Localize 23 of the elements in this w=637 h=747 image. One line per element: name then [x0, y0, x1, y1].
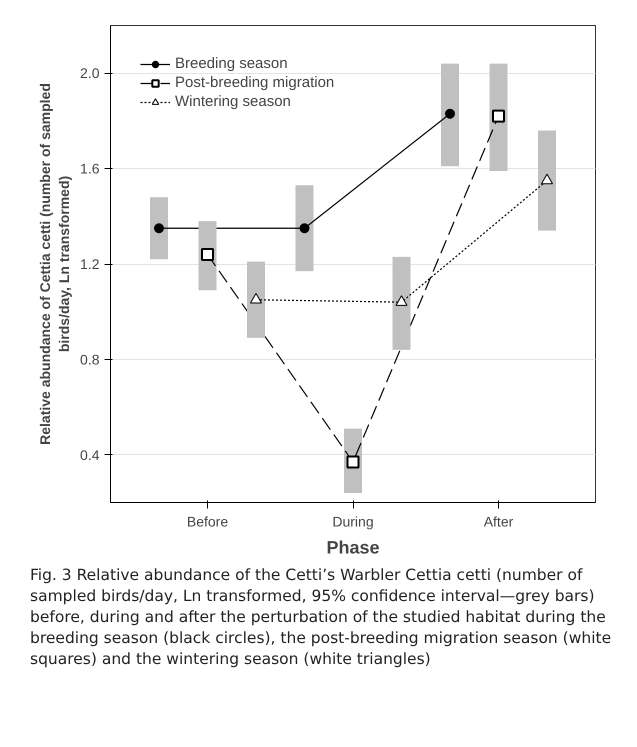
point — [154, 223, 164, 234]
point — [346, 455, 360, 468]
y-tick-label: 1.6 — [80, 160, 100, 177]
point — [250, 292, 262, 304]
x-tick-label: During — [332, 514, 374, 530]
y-tick-label: 1.2 — [80, 256, 100, 272]
point — [445, 108, 455, 119]
y-tick-label: 2.0 — [80, 65, 100, 82]
x-axis-title: Phase — [326, 538, 380, 558]
legend-label: Post-breeding migration — [175, 74, 334, 91]
point — [300, 223, 310, 234]
point — [396, 295, 408, 306]
x-tick-label: Before — [186, 514, 228, 530]
point — [201, 248, 214, 261]
point — [541, 174, 553, 184]
y-tick-label: 0.8 — [80, 351, 100, 368]
y-axis-title: Relative abundance of Cettia cetti (number of sampled birds/day, Ln transformed) — [36, 83, 72, 445]
legend-label: Wintering season — [175, 93, 291, 110]
legend-label: Breeding season — [175, 55, 288, 72]
point — [492, 110, 505, 123]
caption: Fig. 3 Relative abundance of the Cetti’s Warbler Cettia cetti (number of sampled birds/day, Ln transformed, 95% confidence interval—grey bars) before, during and after the perturbation of the studied habitat during the breeding season (black circles), the post-breeding migration season (white squares) and the wintering season (white triangles) — [30, 565, 612, 670]
y-tick-label: 0.4 — [80, 446, 100, 463]
x-tick-label: After — [484, 514, 514, 530]
